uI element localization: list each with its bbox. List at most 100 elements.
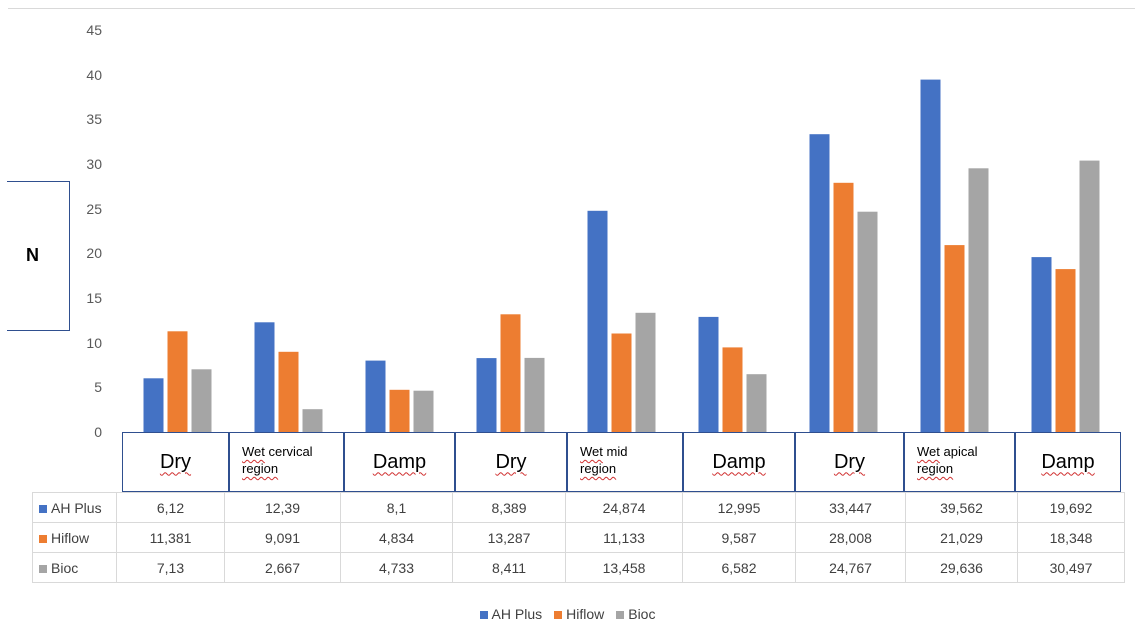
series-swatch-icon (39, 564, 47, 573)
data-table-cell: 8,1 (340, 492, 453, 523)
category-label: Dry (122, 432, 229, 492)
bar (635, 312, 656, 433)
bar (524, 357, 545, 433)
y-tick-label: 0 (94, 424, 102, 440)
data-table-cell: 7,13 (116, 552, 225, 583)
bar (1031, 257, 1052, 433)
category-label-text: Dry (833, 450, 866, 473)
legend-swatch-icon (479, 611, 488, 619)
category-label: Dry (795, 432, 904, 492)
legend-label: AH Plus (491, 606, 543, 622)
bar (413, 390, 434, 433)
bar (500, 314, 521, 433)
category-label: Wet cervical region (229, 432, 344, 492)
category-label: Wet mid region (567, 432, 683, 492)
data-table-cell: 2,667 (224, 552, 341, 583)
data-table-cell: 24,874 (565, 492, 683, 523)
data-table-cell: 18,348 (1017, 522, 1125, 553)
data-table-cell: 39,562 (905, 492, 1018, 523)
category-label: Damp (344, 432, 455, 492)
category-label: Wet apical region (904, 432, 1015, 492)
data-table: AH Plus 6,12 12,39 8,1 8,389 24,874 12,995 33,4… (32, 492, 1125, 583)
bar (611, 333, 632, 433)
data-table-cell: 24,767 (795, 552, 906, 583)
data-table-row: AH Plus 6,12 12,39 8,1 8,389 24,874 12,995 33,4… (32, 492, 1125, 523)
bar (587, 210, 608, 433)
bar (968, 168, 989, 434)
data-table-cell: 6,12 (116, 492, 225, 523)
legend-item: Bioc (616, 606, 655, 622)
y-tick-label: 15 (86, 290, 102, 306)
legend-label: Bioc (628, 606, 656, 622)
legend-swatch-icon (554, 611, 563, 619)
data-table-cell: 19,692 (1017, 492, 1125, 523)
data-table-series-name: Bioc (32, 552, 117, 583)
bar (167, 331, 188, 433)
bar (857, 211, 878, 433)
y-tick-label: 20 (86, 245, 102, 262)
bar (722, 347, 743, 433)
bar (191, 369, 212, 433)
data-table-cell: 11,133 (565, 522, 683, 553)
y-axis-label-box (7, 181, 70, 331)
bar (254, 322, 275, 433)
chart-legend: AH Plus Hiflow Bioc (0, 606, 1135, 622)
category-label-text: Damp (1041, 450, 1095, 473)
data-table-cell: 33,447 (795, 492, 906, 523)
data-table-cell: 29,636 (905, 552, 1018, 583)
y-tick-label: 35 (86, 111, 102, 128)
data-table-cell: 6,582 (682, 552, 796, 583)
data-table-cell: 8,411 (452, 552, 566, 583)
category-label: Dry (455, 432, 567, 492)
data-table-cell: 30,497 (1017, 552, 1125, 583)
data-table-cell: 4,733 (340, 552, 453, 583)
data-table-cell: 12,995 (682, 492, 796, 523)
category-label-text: Dry (495, 450, 527, 473)
y-tick-label: 40 (86, 66, 102, 83)
category-label-text: Damp (372, 450, 427, 473)
y-tick-label: 25 (86, 200, 102, 217)
data-table-cell: 28,008 (795, 522, 906, 553)
y-tick-label: 10 (86, 334, 102, 351)
data-table-cell: 4,834 (340, 522, 453, 553)
bar (698, 316, 719, 433)
category-label: Damp (1015, 432, 1121, 492)
bar (1055, 269, 1076, 433)
bar (809, 134, 830, 433)
bar (365, 360, 386, 433)
data-table-cell: 8,389 (452, 492, 566, 523)
legend-swatch-icon (616, 611, 625, 619)
data-table-cell: 12,39 (224, 492, 341, 523)
bar (302, 409, 323, 433)
category-label-text: Damp (712, 450, 766, 473)
legend-item: AH Plus (479, 606, 543, 622)
bar (1079, 160, 1100, 433)
bar (833, 182, 854, 433)
data-table-cell: 9,091 (224, 522, 341, 553)
bar (746, 374, 767, 433)
data-table-row: Bioc 7,13 2,667 4,733 8,411 13,458 6,582 24,767… (32, 552, 1125, 583)
bar (944, 245, 965, 433)
bar (920, 79, 941, 433)
chart-top-border (8, 8, 1135, 9)
bar (278, 351, 299, 433)
y-tick-label: 5 (94, 379, 102, 396)
category-label: Damp (683, 432, 795, 492)
data-table-cell: 11,381 (116, 522, 225, 553)
series-swatch-icon (39, 504, 47, 513)
y-axis-label: N (26, 245, 39, 265)
data-table-cell: 13,287 (452, 522, 566, 553)
data-table-cell: 13,458 (565, 552, 683, 583)
bar (143, 378, 164, 433)
legend-label: Hiflow (566, 606, 605, 622)
data-table-series-name: Hiflow (32, 522, 117, 553)
y-tick-label: 45 (86, 22, 102, 38)
legend-item: Hiflow (554, 606, 604, 622)
data-table-series-name: AH Plus (32, 492, 117, 523)
category-label-text: Dry (159, 450, 192, 473)
bar (389, 389, 410, 433)
data-table-cell: 9,587 (682, 522, 796, 553)
data-table-row: Hiflow 11,381 9,091 4,834 13,287 11,133 9,587 2… (32, 522, 1125, 553)
